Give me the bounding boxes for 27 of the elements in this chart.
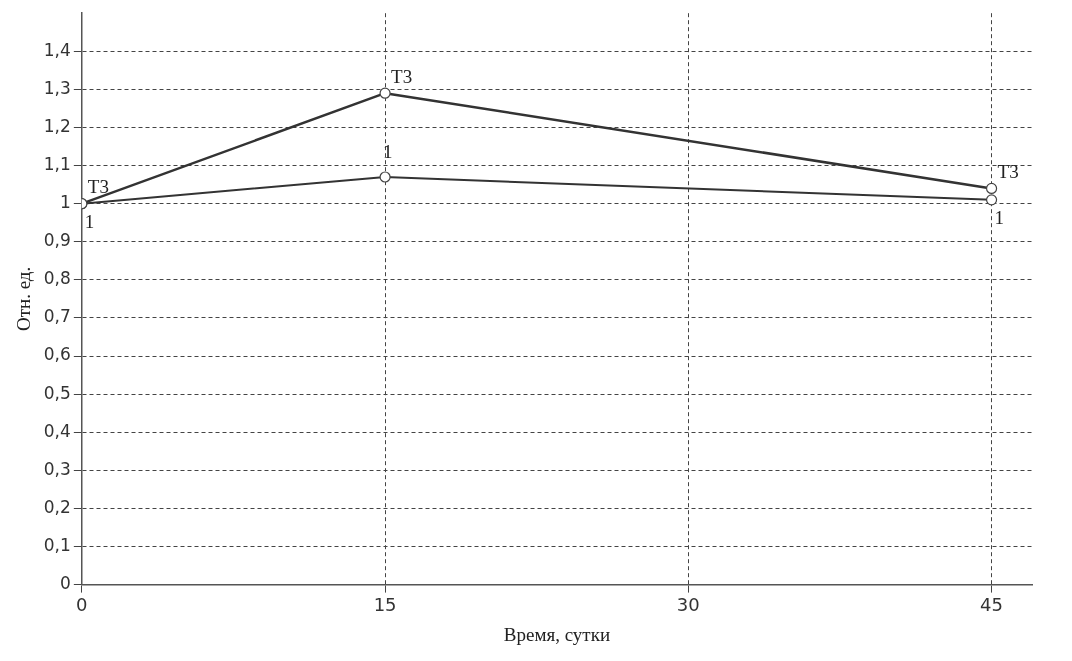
text: Т3 [997,160,1019,182]
y-tick-label: 0,4 [43,420,71,441]
series-label: Т3 [87,176,109,198]
y-tick-label: 0,5 [43,382,71,403]
y-tick-label: 0,2 [43,496,71,517]
y-tick-label: 0,6 [43,344,71,365]
x-tick-label: 45 [980,594,1004,616]
x-tick-label: 15 [373,594,397,616]
y-axis-title: Отн. ед. [13,266,35,332]
text: 1 [994,207,1005,229]
series-label: 1 [84,211,95,233]
y-tick-label: 1,1 [43,154,71,174]
y-tick-label: 0 [60,573,71,594]
x-tick-label: 0 [76,594,88,616]
text: Т3 [391,65,413,87]
y-tick-label: 1,3 [43,77,71,98]
x-axis-title: Время, сутки [503,623,611,645]
y-tick-label: 0,9 [43,230,71,251]
y-tick-label: 1,2 [43,115,71,136]
y-tick-label: 0,3 [43,458,71,479]
y-tick-label: 0,7 [43,306,71,327]
y-tick-label: 0,8 [43,268,71,289]
y-tick-label: 0,1 [43,534,71,555]
y-tick-label: 1 [60,192,71,213]
y-tick-label: 1,4 [43,39,71,60]
text: 1 [383,141,393,163]
x-tick-label: 30 [676,594,700,616]
